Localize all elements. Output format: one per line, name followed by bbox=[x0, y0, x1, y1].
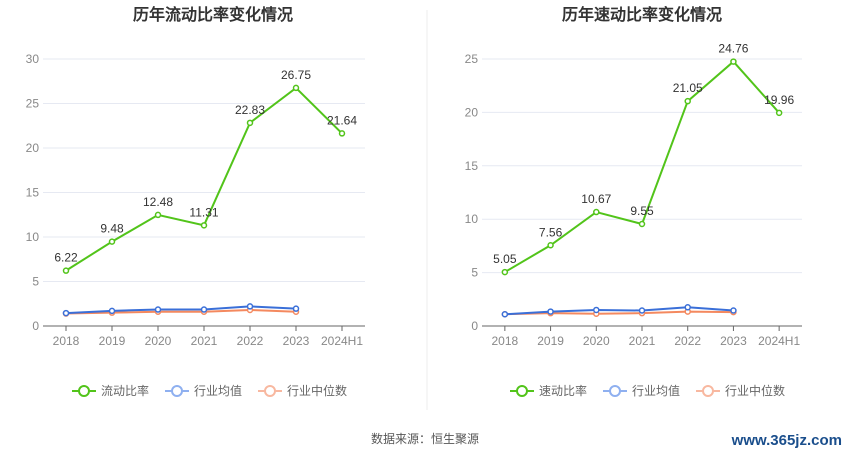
x-tick-label: 2022 bbox=[674, 334, 701, 348]
data-point bbox=[292, 84, 300, 92]
chart-title: 历年流动比率变化情况 bbox=[133, 5, 293, 24]
x-tick-label: 2024H1 bbox=[758, 334, 800, 348]
data-point bbox=[338, 130, 346, 137]
y-tick-label: 20 bbox=[26, 141, 40, 155]
data-point bbox=[638, 307, 646, 314]
x-tick-label: 2022 bbox=[237, 334, 264, 348]
legend-marker-icon bbox=[171, 385, 183, 397]
x-tick-label: 2018 bbox=[53, 334, 80, 348]
y-tick-label: 0 bbox=[32, 319, 39, 333]
series-line bbox=[504, 310, 734, 316]
data-point bbox=[638, 220, 646, 228]
data-point bbox=[154, 306, 162, 313]
data-source: 数据来源：恒生聚源 bbox=[370, 432, 479, 446]
chart-title: 历年速动比率变化情况 bbox=[562, 5, 722, 24]
x-tick-label: 2023 bbox=[283, 334, 310, 348]
data-label: 11.31 bbox=[189, 205, 218, 219]
data-label: 7.56 bbox=[539, 225, 563, 239]
data-point bbox=[684, 304, 691, 311]
data-point bbox=[730, 58, 737, 65]
data-label: 12.48 bbox=[143, 195, 173, 209]
y-tick-label: 15 bbox=[26, 186, 40, 200]
data-point bbox=[547, 308, 554, 315]
data-point bbox=[154, 211, 162, 219]
y-tick-label: 10 bbox=[26, 230, 40, 244]
data-label: 9.55 bbox=[630, 204, 654, 218]
x-tick-label: 2019 bbox=[99, 334, 126, 348]
series-line bbox=[65, 308, 297, 315]
legend-marker-icon bbox=[516, 385, 528, 397]
data-point bbox=[246, 303, 254, 310]
y-tick-label: 25 bbox=[26, 97, 40, 111]
x-tick-label: 2019 bbox=[537, 334, 564, 348]
data-point bbox=[547, 242, 554, 249]
legend-label: 行业均值 bbox=[632, 383, 680, 398]
x-tick-label: 2023 bbox=[720, 334, 747, 348]
data-point bbox=[292, 305, 300, 312]
x-tick-label: 2024H1 bbox=[321, 334, 363, 348]
y-tick-label: 30 bbox=[26, 52, 40, 66]
series-line bbox=[504, 60, 780, 273]
data-label: 6.22 bbox=[54, 251, 78, 265]
legend-label: 流动比率 bbox=[101, 383, 149, 398]
x-tick-label: 2020 bbox=[145, 334, 172, 348]
legend-marker-icon bbox=[702, 385, 714, 397]
chart-0: 历年流动比率变化情况 0 5 10 15 20 25 30 2018 2019 2020 2021 20… bbox=[26, 5, 365, 398]
legend-item[interactable]: 行业均值 bbox=[165, 383, 242, 398]
data-point bbox=[62, 309, 70, 317]
legend-label: 行业均值 bbox=[194, 383, 242, 398]
legend-item[interactable]: 速动比率 bbox=[510, 383, 587, 398]
data-point bbox=[730, 307, 737, 314]
series-line bbox=[65, 86, 343, 272]
data-label: 5.05 bbox=[493, 252, 517, 266]
data-point bbox=[108, 238, 116, 245]
data-point bbox=[775, 109, 783, 117]
data-point bbox=[246, 119, 254, 127]
data-point bbox=[501, 268, 509, 276]
legend-marker-icon bbox=[78, 385, 90, 397]
legend-label: 行业中位数 bbox=[287, 383, 347, 398]
y-tick-label: 10 bbox=[465, 212, 479, 226]
data-label: 10.67 bbox=[581, 192, 611, 206]
data-label: 21.64 bbox=[327, 113, 357, 127]
chart-1: 历年速动比率变化情况 0 5 10 15 20 25 2018 2019 2020 2021 2022… bbox=[465, 5, 802, 398]
y-tick-label: 15 bbox=[465, 159, 479, 173]
data-label: 26.75 bbox=[281, 68, 311, 82]
legend-marker-icon bbox=[264, 385, 276, 397]
data-label: 24.76 bbox=[718, 42, 748, 56]
y-tick-label: 25 bbox=[465, 52, 479, 66]
data-label: 19.96 bbox=[764, 93, 794, 107]
data-point bbox=[593, 306, 600, 314]
data-point bbox=[593, 208, 600, 216]
data-point bbox=[108, 307, 116, 315]
legend-item[interactable]: 行业中位数 bbox=[696, 383, 785, 398]
series-line bbox=[504, 306, 734, 316]
x-tick-label: 2021 bbox=[191, 334, 218, 348]
data-point bbox=[62, 267, 70, 274]
x-tick-label: 2020 bbox=[583, 334, 610, 348]
series-line bbox=[65, 305, 297, 315]
x-tick-label: 2018 bbox=[492, 334, 519, 348]
x-tick-label: 2021 bbox=[629, 334, 656, 348]
legend-label: 速动比率 bbox=[539, 383, 587, 398]
y-tick-label: 5 bbox=[32, 275, 39, 289]
y-tick-label: 20 bbox=[465, 105, 479, 119]
data-point bbox=[200, 222, 208, 229]
data-point bbox=[501, 311, 509, 318]
legend-marker-icon bbox=[609, 385, 621, 397]
legend-item[interactable]: 行业均值 bbox=[603, 383, 680, 398]
legend-item[interactable]: 流动比率 bbox=[72, 383, 149, 398]
y-tick-label: 5 bbox=[471, 266, 478, 280]
data-label: 22.83 bbox=[235, 103, 265, 117]
data-label: 21.05 bbox=[673, 81, 703, 95]
y-tick-label: 0 bbox=[471, 319, 478, 333]
legend-item[interactable]: 行业中位数 bbox=[258, 383, 347, 398]
data-point bbox=[200, 306, 208, 313]
data-label: 9.48 bbox=[100, 222, 124, 236]
watermark: www.365jz.com bbox=[731, 432, 842, 449]
data-point bbox=[684, 97, 691, 105]
legend-label: 行业中位数 bbox=[725, 383, 785, 398]
